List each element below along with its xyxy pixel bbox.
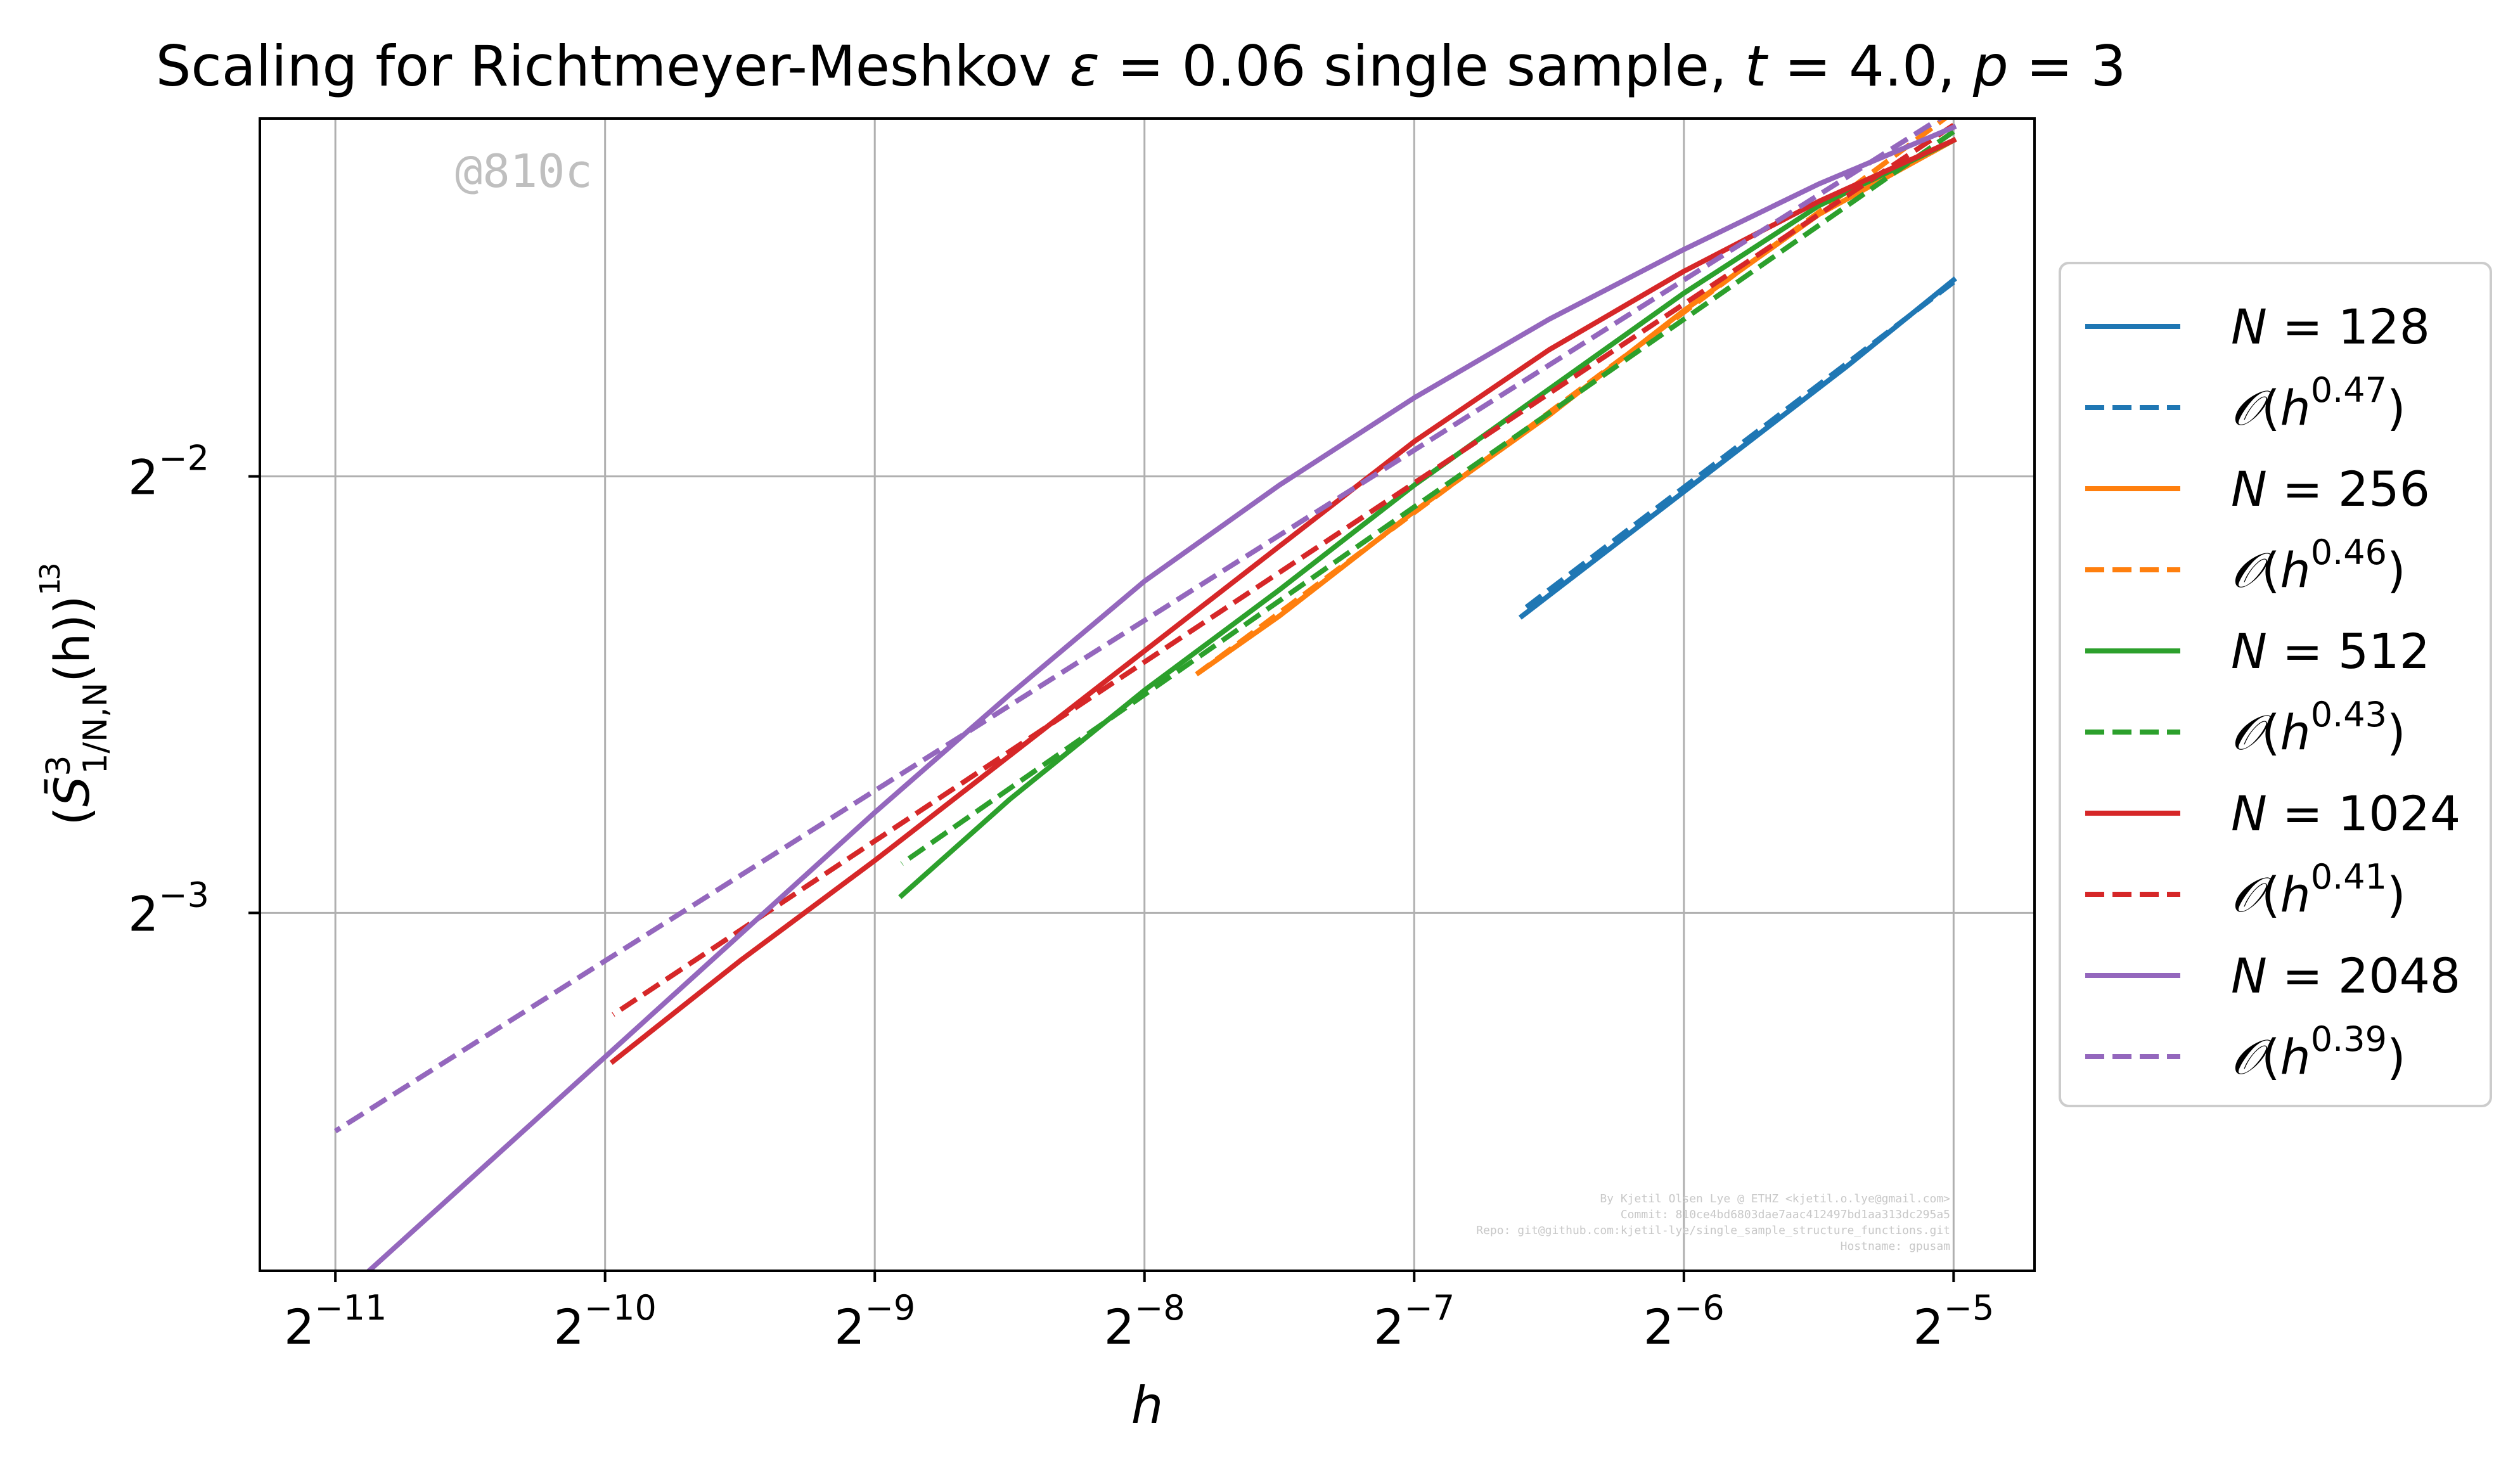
- series-line-5: [900, 129, 1955, 866]
- series-line-3: [1197, 119, 1950, 675]
- legend-label-7: 𝒪(h0.41): [2231, 857, 2406, 923]
- legend-label-4: N = 512: [2231, 623, 2430, 679]
- legend-label-1: 𝒪(h0.47): [2231, 370, 2406, 436]
- series-line-1: [1520, 280, 1955, 613]
- x-tick-label: 2−5: [1913, 1288, 1994, 1355]
- legend-label-9: 𝒪(h0.39): [2231, 1019, 2406, 1085]
- legend-label-8: N = 2048: [2231, 948, 2460, 1004]
- series-line-7: [612, 122, 1955, 1017]
- chart-title: Scaling for Richtmeyer-Meshkov ε = 0.06 …: [156, 34, 2126, 99]
- x-axis-ticks: 2−11 2−10 2−9 2−8 2−7 2−6 2−5: [284, 1271, 1994, 1355]
- x-tick-label: 2−11: [284, 1288, 387, 1355]
- credits-line-repo: Repo: git@github.com:kjetil-lye/single_s…: [1476, 1224, 1950, 1237]
- x-tick-label: 2−10: [554, 1288, 657, 1355]
- x-tick-label: 2−8: [1104, 1288, 1185, 1355]
- legend-label-2: N = 256: [2231, 461, 2430, 517]
- legend-label-5: 𝒪(h0.43): [2231, 695, 2406, 761]
- credits-line-hostname: Hostname: gpusam: [1841, 1240, 1950, 1253]
- series-layer: [333, 119, 1957, 1271]
- series-line-4: [898, 137, 1957, 899]
- x-tick-label: 2−7: [1373, 1288, 1455, 1355]
- x-axis-label: h: [1131, 1376, 1164, 1435]
- series-line-6: [609, 137, 1957, 1065]
- plot-frame: [259, 117, 2036, 1272]
- legend: N = 128 𝒪(h0.47) N = 256 𝒪(h0.46) N = 512 𝒪(h…: [2059, 262, 2492, 1107]
- watermark: @810c: [455, 145, 593, 198]
- x-tick-label: 2−9: [834, 1288, 915, 1355]
- legend-label-6: N = 1024: [2231, 785, 2460, 842]
- y-tick-label: 2−3: [128, 875, 209, 942]
- x-tick-label: 2−6: [1643, 1288, 1725, 1355]
- legend-label-0: N = 128: [2231, 299, 2430, 355]
- legend-label-3: 𝒪(h0.46): [2231, 532, 2406, 598]
- y-axis-label: (S̄31/N,N(h))13: [34, 562, 115, 825]
- grid: [260, 119, 2035, 1271]
- y-tick-label: 2−2: [128, 439, 209, 506]
- credits-line-commit: Commit: 810ce4bd6803dae7aac412497bd1aa31…: [1621, 1208, 1950, 1221]
- credits: By Kjetil Olsen Lye @ ETHZ <kjetil.o.lye…: [1476, 1192, 1950, 1253]
- credits-line-author: By Kjetil Olsen Lye @ ETHZ <kjetil.o.lye…: [1600, 1192, 1950, 1206]
- series-line-8: [365, 124, 1957, 1271]
- series-line-9: [333, 119, 1945, 1133]
- y-axis-ticks: 2−2 2−3: [128, 439, 260, 942]
